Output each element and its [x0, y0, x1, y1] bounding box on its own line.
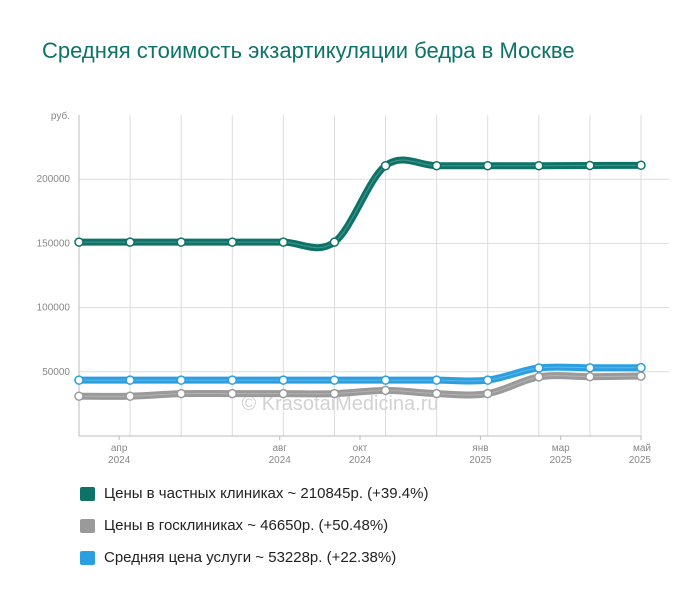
data-point-private: [227, 237, 238, 247]
y-tick-label: 100000: [37, 303, 71, 314]
data-point-private: [534, 160, 544, 171]
data-point-average: [125, 375, 135, 385]
data-point-average: [585, 363, 595, 373]
legend-label-average: Средняя цена услуги ~ 53228р. (+22.38%): [104, 549, 397, 566]
legend-swatch-average: [80, 551, 95, 565]
x-tick-label-year: 2024: [108, 455, 131, 466]
legend-swatch-private: [80, 487, 95, 501]
data-point-private: [74, 237, 84, 247]
data-point-private: [329, 237, 340, 247]
data-point-public: [380, 385, 391, 396]
data-point-public: [176, 388, 186, 399]
data-point-average: [278, 375, 289, 385]
x-tick-label: мар: [552, 443, 570, 454]
series-public: [74, 371, 646, 401]
x-tick-label-year: 2025: [550, 455, 573, 466]
data-point-private: [125, 237, 135, 247]
y-tick-label: 150000: [37, 238, 71, 249]
series-line-highlight-private: [79, 159, 642, 249]
data-point-average: [431, 375, 442, 385]
data-point-average: [534, 363, 544, 373]
data-point-private: [176, 237, 186, 247]
chart-title: Средняя стоимость экзартикуляции бедра в…: [42, 38, 575, 63]
data-point-average: [482, 375, 493, 385]
x-tick-label-year: 2025: [469, 455, 492, 466]
line-chart: 50000100000150000200000руб.апр2024авг202…: [37, 110, 669, 466]
data-point-average: [74, 375, 84, 385]
x-tick-label: май: [633, 443, 651, 454]
x-tick-label-year: 2024: [349, 455, 372, 466]
legend-label-private: Цены в частных клиниках ~ 210845р. (+39.…: [104, 485, 429, 502]
data-point-public: [227, 388, 238, 399]
x-tick-label: апр: [111, 443, 128, 454]
data-point-public: [125, 391, 135, 401]
data-point-average: [329, 375, 340, 385]
legend-label-public: Цены в госклиниках ~ 46650р. (+50.48%): [104, 517, 389, 534]
watermark: © KrasotaiMedicina.ru: [241, 393, 438, 415]
x-tick-label-year: 2025: [629, 455, 652, 466]
x-tick-label: авг: [272, 443, 287, 454]
series-private: [74, 156, 646, 252]
data-point-public: [585, 371, 595, 382]
y-tick-label: 200000: [37, 174, 71, 185]
y-unit-label: руб.: [51, 110, 70, 122]
data-point-private: [278, 237, 289, 247]
data-point-private: [585, 160, 595, 171]
legend-swatch-public: [80, 519, 95, 533]
data-point-public: [329, 388, 340, 399]
data-point-public: [74, 391, 84, 401]
data-point-public: [636, 371, 646, 381]
data-point-average: [636, 362, 646, 373]
data-point-average: [176, 375, 186, 385]
data-point-public: [278, 388, 289, 399]
data-point-average: [227, 375, 238, 385]
data-point-private: [636, 160, 646, 171]
y-tick-label: 50000: [42, 367, 70, 378]
x-tick-label-year: 2024: [269, 455, 292, 466]
data-point-private: [431, 160, 442, 171]
data-point-public: [431, 388, 442, 399]
x-tick-label: окт: [353, 443, 368, 454]
series-average: [74, 362, 646, 385]
series: [74, 156, 646, 401]
data-point-public: [534, 372, 544, 382]
data-point-private: [380, 160, 391, 171]
data-point-average: [380, 375, 391, 385]
data-point-private: [482, 160, 493, 171]
data-point-public: [482, 388, 493, 399]
x-tick-label: янв: [472, 443, 488, 454]
